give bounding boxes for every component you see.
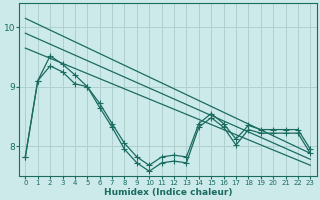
X-axis label: Humidex (Indice chaleur): Humidex (Indice chaleur) <box>104 188 232 197</box>
